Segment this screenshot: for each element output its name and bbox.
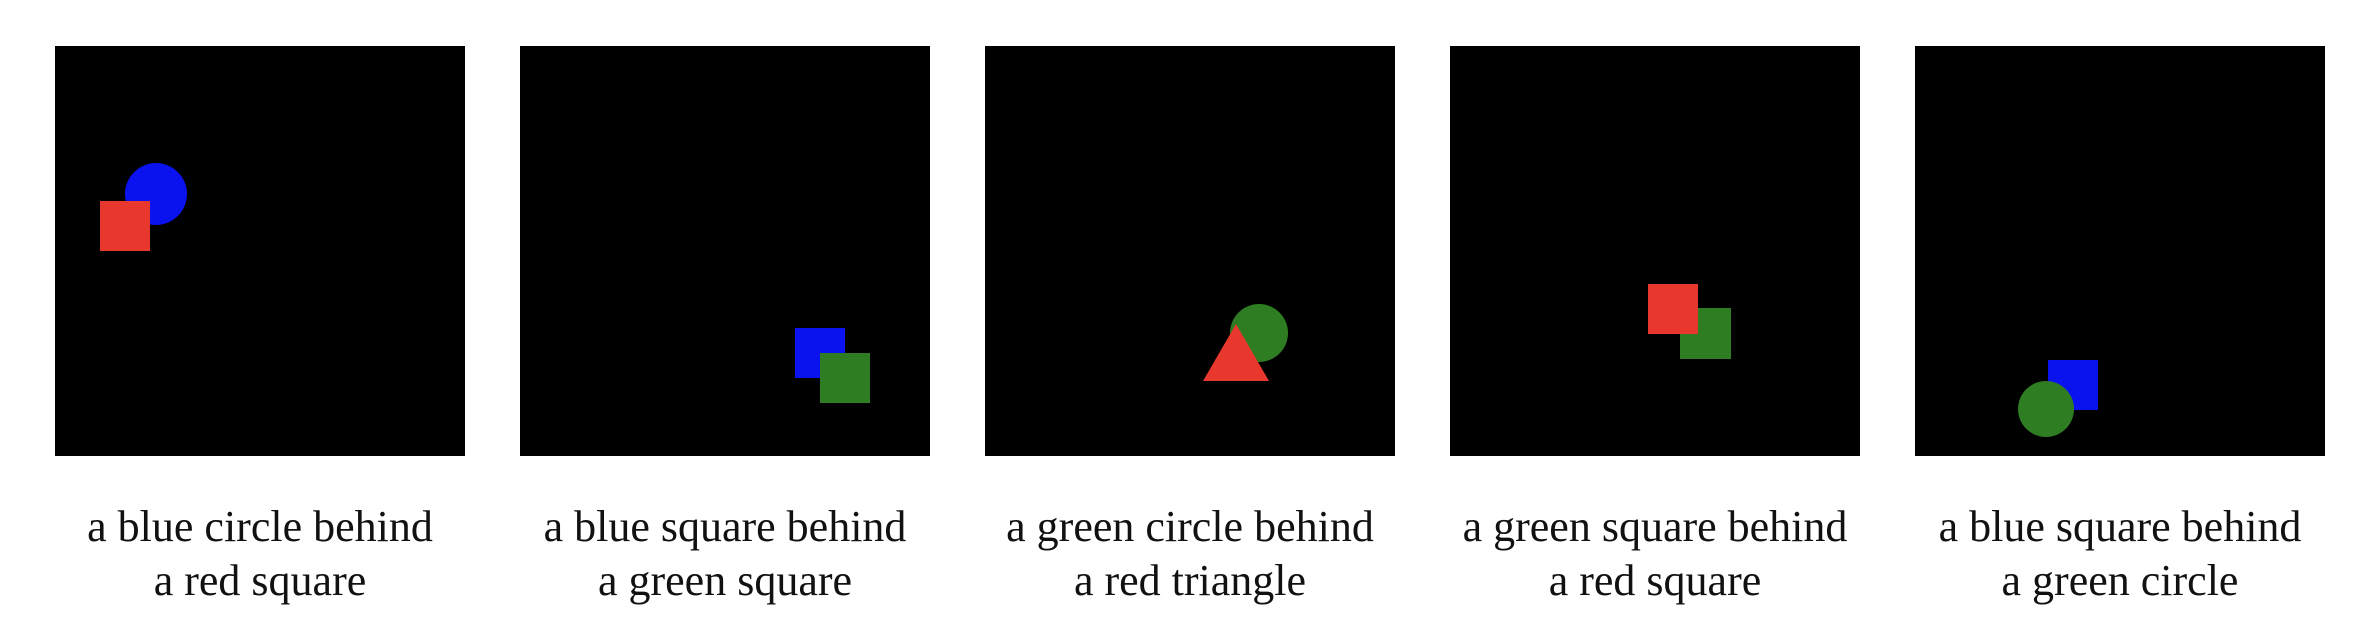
- caption-3-line-2: a red triangle: [1073, 556, 1307, 605]
- red-square-shape: [100, 201, 150, 251]
- scene-image-3: [985, 46, 1395, 456]
- caption-3: a green circle behind a red triangle: [955, 500, 1425, 608]
- caption-1: a blue circle behind a red square: [25, 500, 495, 608]
- scene-image-5: [1915, 46, 2325, 456]
- caption-5: a blue square behind a green circle: [1885, 500, 2355, 608]
- green-circle-shape: [2018, 381, 2074, 437]
- caption-1-line-2: a red square: [153, 556, 367, 605]
- caption-4-line-2: a red square: [1548, 556, 1762, 605]
- green-square-shape: [820, 353, 870, 403]
- caption-3-line-1: a green circle behind: [1006, 502, 1374, 551]
- caption-5-line-1: a blue square behind: [1938, 502, 2302, 551]
- red-triangle-shape: [1203, 324, 1269, 381]
- caption-2: a blue square behind a green square: [490, 500, 960, 608]
- scene-image-1: [55, 46, 465, 456]
- caption-2-line-2: a green square: [597, 556, 853, 605]
- caption-1-line-1: a blue circle behind: [87, 502, 433, 551]
- scene-image-2: [520, 46, 930, 456]
- scene-image-4: [1450, 46, 1860, 456]
- caption-5-line-2: a green circle: [2001, 556, 2239, 605]
- red-square-shape: [1648, 284, 1698, 334]
- caption-2-line-1: a blue square behind: [543, 502, 907, 551]
- caption-4: a green square behind a red square: [1420, 500, 1890, 608]
- caption-4-line-1: a green square behind: [1462, 502, 1848, 551]
